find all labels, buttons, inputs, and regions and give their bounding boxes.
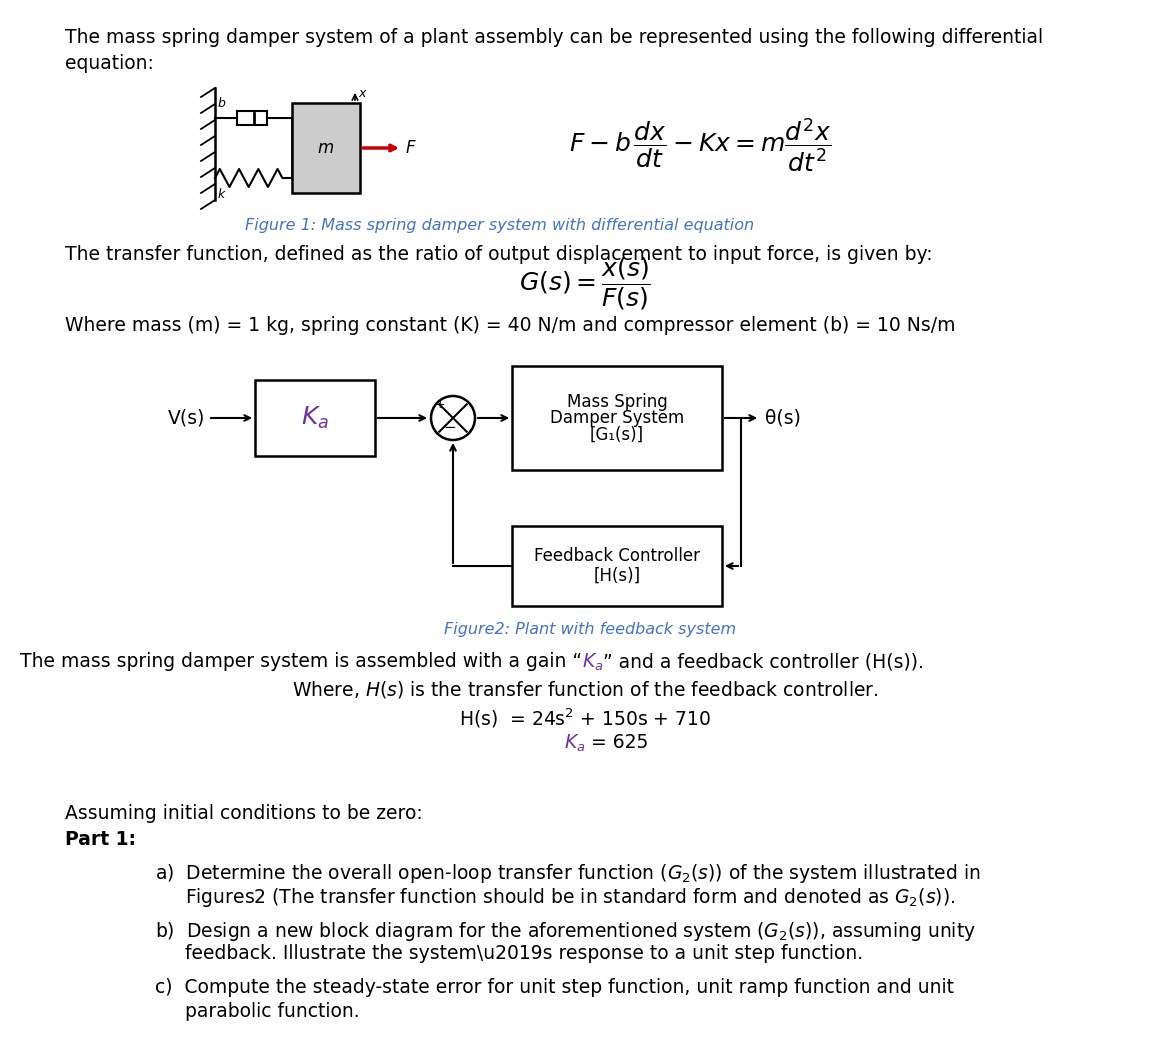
- Text: $G(s) = \dfrac{x(s)}{F(s)}$: $G(s) = \dfrac{x(s)}{F(s)}$: [519, 255, 651, 311]
- Text: Assuming initial conditions to be zero:: Assuming initial conditions to be zero:: [66, 804, 422, 823]
- Text: b: b: [218, 97, 226, 110]
- Text: −: −: [443, 420, 456, 435]
- Bar: [292, 103, 360, 193]
- Text: [H(s)]: [H(s)]: [593, 567, 640, 585]
- Text: V(s): V(s): [168, 409, 206, 427]
- Text: equation:: equation:: [66, 54, 154, 73]
- Circle shape: [431, 396, 475, 440]
- Text: ” and a feedback controller (H(s)).: ” and a feedback controller (H(s)).: [603, 652, 924, 671]
- Text: x: x: [358, 87, 365, 100]
- Bar: [512, 526, 722, 606]
- Text: Where mass (m) = 1 kg, spring constant (K) = 40 N/m and compressor element (b) =: Where mass (m) = 1 kg, spring constant (…: [66, 316, 956, 335]
- Text: The mass spring damper system is assembled with a gain “: The mass spring damper system is assembl…: [20, 652, 581, 671]
- Text: = 625: = 625: [585, 733, 648, 752]
- Text: b)  Design a new block diagram for the aforementioned system ($G_2(s)$), assumin: b) Design a new block diagram for the af…: [154, 920, 976, 943]
- Text: feedback. Illustrate the system\u2019s response to a unit step function.: feedback. Illustrate the system\u2019s r…: [185, 944, 863, 963]
- Text: H(s)  = 24s$^2$ + 150s + 710: H(s) = 24s$^2$ + 150s + 710: [459, 706, 711, 729]
- Text: k: k: [218, 188, 226, 201]
- Text: θ(s): θ(s): [765, 409, 801, 427]
- Text: +: +: [435, 398, 446, 411]
- Text: [G₁(s)]: [G₁(s)]: [590, 426, 644, 444]
- Text: a)  Determine the overall open-loop transfer function ($G_2(s)$) of the system i: a) Determine the overall open-loop trans…: [154, 862, 980, 885]
- Bar: [512, 366, 722, 470]
- Text: The transfer function, defined as the ratio of output displacement to input forc: The transfer function, defined as the ra…: [66, 245, 932, 264]
- Text: F: F: [406, 139, 415, 157]
- Bar: [255, 380, 376, 456]
- Text: The mass spring damper system of a plant assembly can be represented using the f: The mass spring damper system of a plant…: [66, 28, 1044, 47]
- Text: $K_a$: $K_a$: [581, 652, 604, 673]
- Text: $F - b\,\dfrac{dx}{dt} - Kx = m\dfrac{d^2x}{dt^2}$: $F - b\,\dfrac{dx}{dt} - Kx = m\dfrac{d^…: [569, 116, 831, 173]
- Text: Figure2: Plant with feedback system: Figure2: Plant with feedback system: [443, 622, 736, 637]
- Text: Feedback Controller: Feedback Controller: [534, 547, 700, 565]
- Text: c)  Compute the steady-state error for unit step function, unit ramp function an: c) Compute the steady-state error for un…: [154, 978, 954, 997]
- Text: $K_a$: $K_a$: [301, 404, 329, 432]
- Text: Where, $H(s)$ is the transfer function of the feedback controller.: Where, $H(s)$ is the transfer function o…: [291, 679, 879, 700]
- Text: Figure 1: Mass spring damper system with differential equation: Figure 1: Mass spring damper system with…: [246, 218, 755, 233]
- Bar: [238, 111, 267, 125]
- Text: Figures2 (The transfer function should be in standard form and denoted as $G_2(s: Figures2 (The transfer function should b…: [185, 886, 956, 909]
- Text: Part 1:: Part 1:: [66, 830, 136, 849]
- Text: $K_a$: $K_a$: [564, 733, 585, 754]
- Text: Damper System: Damper System: [550, 409, 684, 427]
- Text: m: m: [318, 139, 335, 157]
- Text: Mass Spring: Mass Spring: [566, 393, 667, 411]
- Text: parabolic function.: parabolic function.: [185, 1002, 359, 1021]
